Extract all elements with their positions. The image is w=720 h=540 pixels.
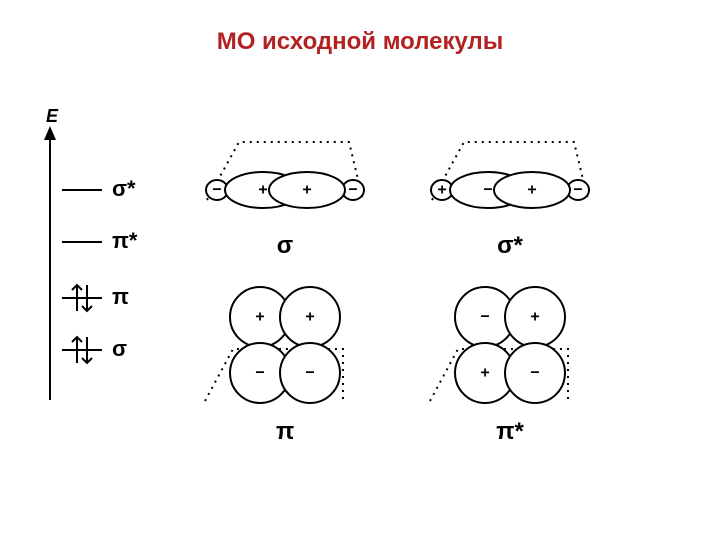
energy-level-label: σ xyxy=(112,336,127,362)
orbital-label: π* xyxy=(480,418,540,446)
energy-level-label: σ* xyxy=(112,176,136,202)
svg-text:−: − xyxy=(480,309,489,326)
orbital-label: σ* xyxy=(480,232,540,260)
svg-text:−: − xyxy=(212,182,221,199)
orbital-sigma-star: − + + − xyxy=(431,142,589,208)
diagram-canvas: + + − − − + + − + + − − − + + − xyxy=(0,0,720,540)
svg-text:−: − xyxy=(573,182,582,199)
svg-text:+: + xyxy=(258,182,267,199)
orbital-label: σ xyxy=(255,232,315,260)
svg-text:+: + xyxy=(480,365,489,382)
orbital-sigma: + + − − xyxy=(206,142,364,208)
svg-text:+: + xyxy=(530,309,539,326)
svg-text:+: + xyxy=(437,182,446,199)
energy-level-label: π xyxy=(112,284,129,310)
svg-text:+: + xyxy=(302,182,311,199)
orbital-label: π xyxy=(255,418,315,446)
svg-text:+: + xyxy=(527,182,536,199)
svg-text:−: − xyxy=(348,182,357,199)
svg-text:+: + xyxy=(255,309,264,326)
svg-text:−: − xyxy=(530,365,539,382)
orbital-pi-star: − + + − xyxy=(430,287,568,403)
svg-text:+: + xyxy=(305,309,314,326)
energy-level-label: π* xyxy=(112,228,137,254)
svg-text:−: − xyxy=(255,365,264,382)
svg-text:−: − xyxy=(483,182,492,199)
svg-text:−: − xyxy=(305,365,314,382)
orbital-pi: + + − − xyxy=(205,287,343,403)
